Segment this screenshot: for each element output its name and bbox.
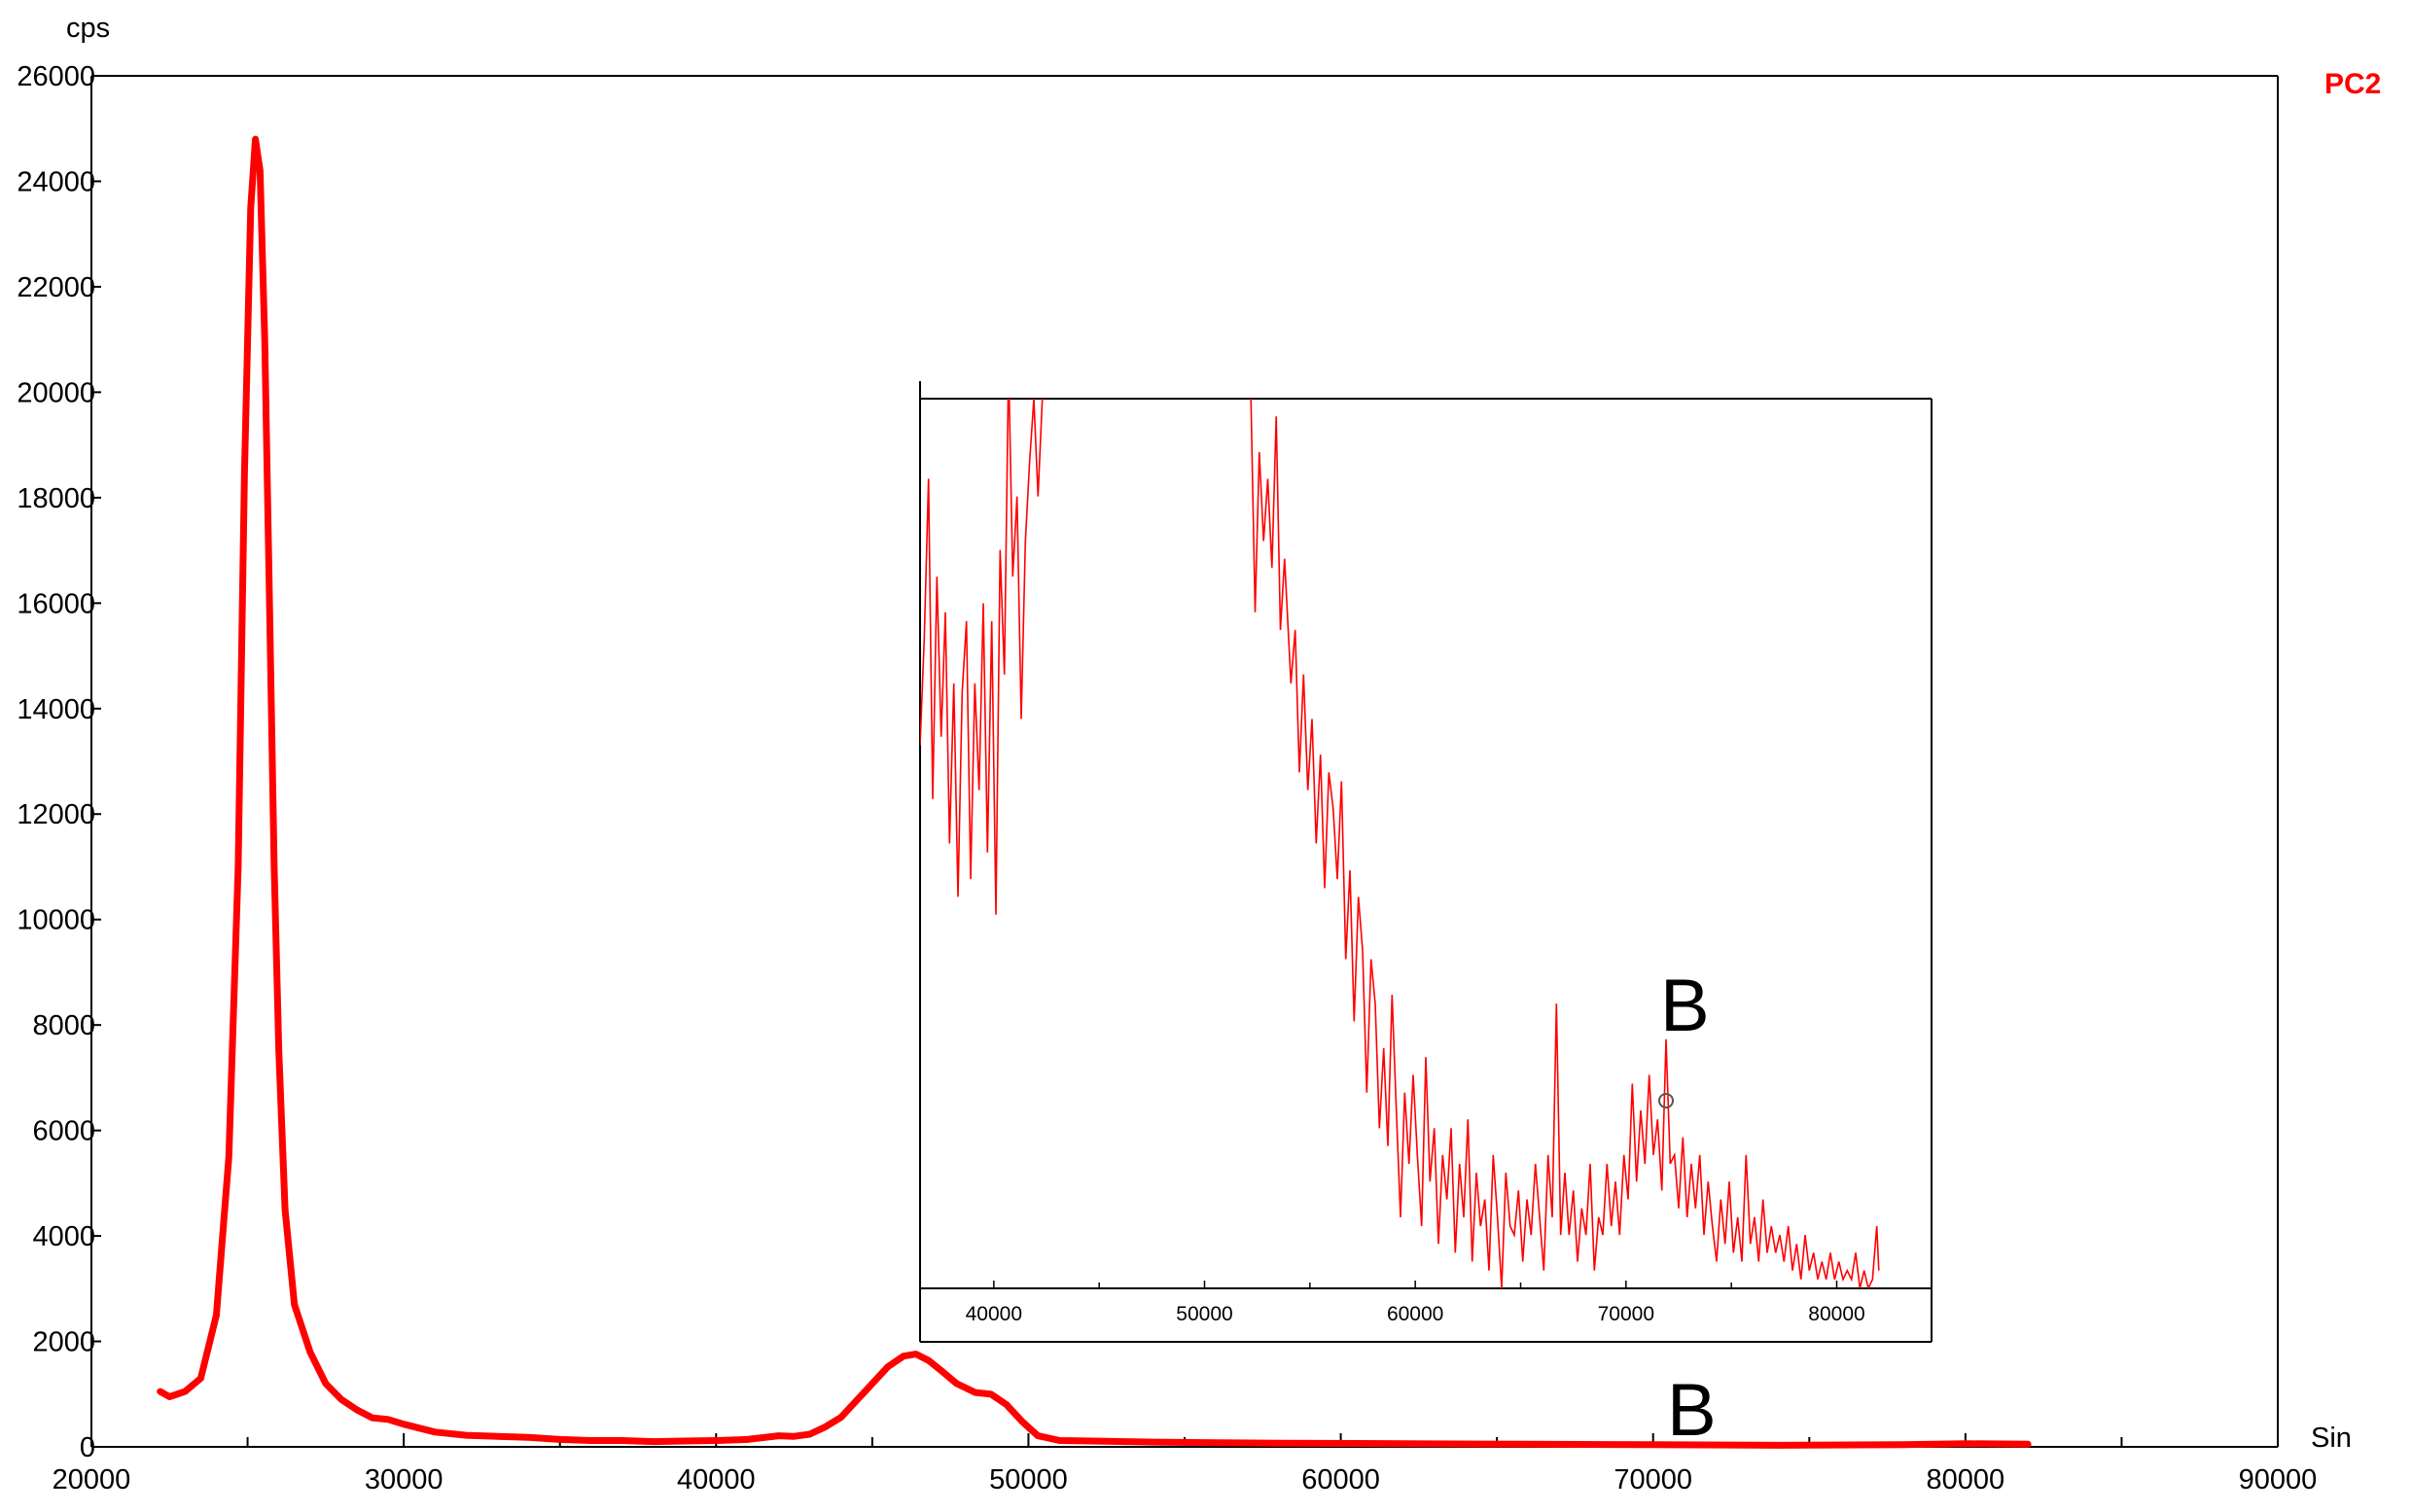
y-tick-label: 10000 — [17, 905, 95, 936]
x-tick-label: 90000 — [2239, 1464, 2318, 1495]
inset-x-tick-label: 70000 — [1598, 1303, 1654, 1325]
x-axis-ticks: 20000 30000 40000 50000 60000 70000 80000 90000 — [53, 1433, 2318, 1495]
x-tick-label: 30000 — [365, 1464, 443, 1495]
y-tick-label: 8000 — [32, 1010, 95, 1041]
x-tick-label: 70000 — [1614, 1464, 1692, 1495]
inset-series-group — [920, 399, 1880, 1288]
y-tick-label: 22000 — [17, 272, 95, 303]
x-axis-label: Sin — [2311, 1423, 2352, 1454]
y-tick-label: 6000 — [32, 1116, 95, 1147]
y-axis-label: cps — [66, 13, 110, 44]
x-tick-label: 80000 — [1927, 1464, 2005, 1495]
legend-entry-pc2: PC2 — [2324, 68, 2381, 100]
inset-artifact-mark — [1658, 1093, 1674, 1108]
inset-x-tick-label: 40000 — [966, 1303, 1022, 1325]
inset-x-tick-label: 60000 — [1387, 1303, 1443, 1325]
y-tick-label: 12000 — [17, 799, 95, 830]
x-tick-label: 20000 — [53, 1464, 131, 1495]
x-tick-label: 60000 — [1301, 1464, 1380, 1495]
annotation-b-main: B — [1667, 1369, 1717, 1452]
inset-frame — [920, 399, 1932, 1342]
x-tick-label: 40000 — [677, 1464, 756, 1495]
annotation-b-inset: B — [1660, 965, 1710, 1047]
inset-x-tick-label: 50000 — [1176, 1303, 1232, 1325]
y-axis-ticks: 0 2000 4000 6000 8000 10000 12000 14000 16000 180… — [17, 61, 101, 1463]
y-tick-label: 2000 — [32, 1327, 95, 1358]
x-tick-label: 50000 — [989, 1464, 1068, 1495]
y-tick-label: 18000 — [17, 483, 95, 514]
inset-x-axis-ticks: 40000 50000 60000 70000 80000 — [966, 1281, 1865, 1325]
y-tick-label: 26000 — [17, 61, 95, 92]
inset-series-line — [1250, 399, 1880, 1288]
y-tick-label: 16000 — [17, 588, 95, 619]
y-tick-label: 24000 — [17, 166, 95, 197]
inset-series-line — [920, 399, 1044, 915]
y-tick-label: 14000 — [17, 694, 95, 725]
series-line-pc2 — [157, 135, 2032, 1449]
y-tick-label: 0 — [80, 1432, 95, 1463]
y-tick-label: 20000 — [17, 377, 95, 408]
y-tick-label: 4000 — [32, 1221, 95, 1252]
inset-chart: 40000 50000 60000 70000 80000 — [919, 381, 1933, 1343]
series-group — [157, 135, 2032, 1449]
inset-x-tick-label: 80000 — [1808, 1303, 1864, 1325]
